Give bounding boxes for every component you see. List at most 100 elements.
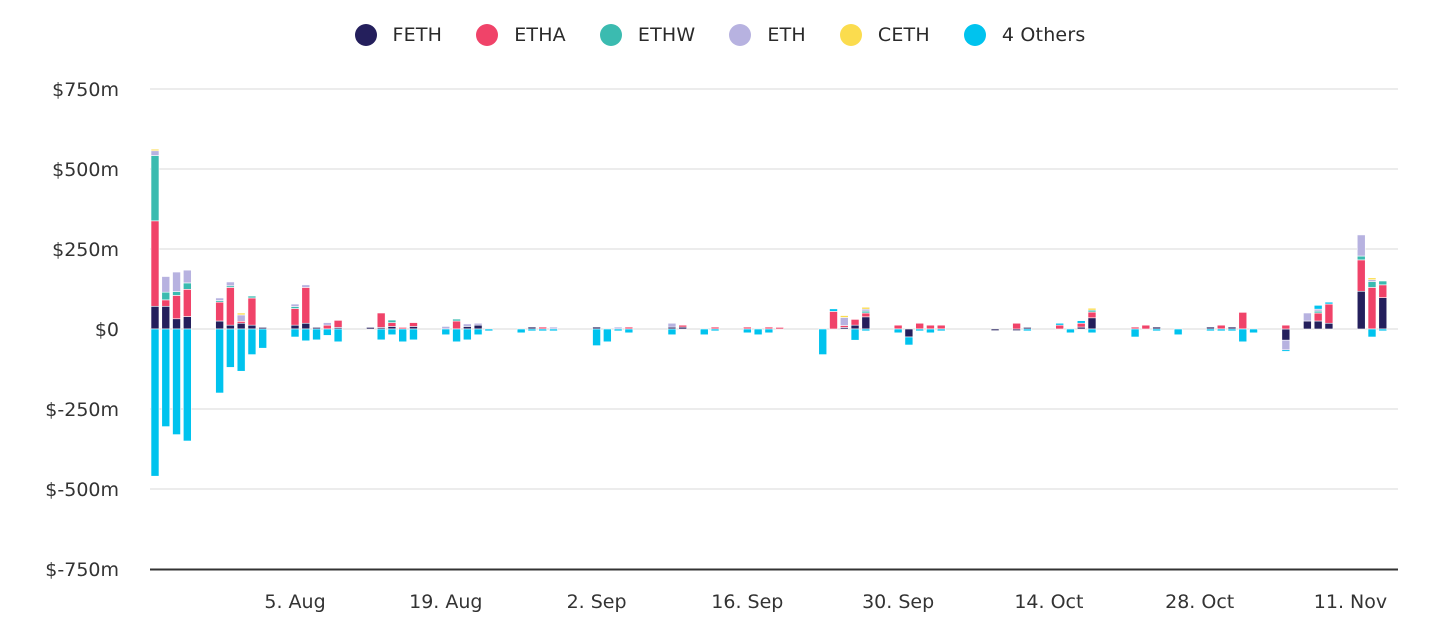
bar-segment-etha[interactable]	[247, 297, 257, 326]
bar-segment-feth[interactable]	[1378, 297, 1388, 330]
bar-segment-feth[interactable]	[150, 305, 160, 330]
bar-stack[interactable]	[915, 322, 924, 332]
bar-stack[interactable]	[409, 322, 418, 341]
bar-segment-eth[interactable]	[1356, 234, 1366, 257]
bar-segment-4-others[interactable]	[624, 328, 634, 334]
bar-segment-eth[interactable]	[183, 269, 192, 284]
bar-segment-etha[interactable]	[915, 322, 924, 330]
bar-stack[interactable]	[161, 276, 171, 427]
bar-stack[interactable]	[926, 324, 935, 334]
bar-stack[interactable]	[398, 327, 408, 343]
bar-stack[interactable]	[1076, 320, 1086, 330]
bar-segment-feth[interactable]	[161, 305, 171, 330]
bar-stack[interactable]	[893, 324, 903, 334]
bar-segment-feth[interactable]	[215, 320, 224, 330]
bar-segment-etha[interactable]	[893, 324, 903, 330]
bar-segment-4-others[interactable]	[1367, 328, 1377, 338]
bar-segment-feth[interactable]	[1356, 290, 1366, 330]
bar-segment-4-others[interactable]	[226, 328, 235, 368]
bar-segment-eth[interactable]	[161, 276, 171, 293]
bar-segment-4-others[interactable]	[904, 336, 914, 346]
bar-segment-ethw[interactable]	[1367, 281, 1377, 288]
bar-stack[interactable]	[516, 328, 526, 334]
legend-item-ceth[interactable]: CETH	[839, 24, 930, 46]
bar-segment-ethw[interactable]	[150, 155, 160, 222]
bar-segment-feth[interactable]	[463, 326, 472, 330]
bar-segment-etha[interactable]	[1238, 312, 1248, 330]
bar-stack[interactable]	[1173, 328, 1183, 336]
bar-segment-etha[interactable]	[290, 308, 300, 326]
bar-segment-ethw[interactable]	[161, 291, 171, 301]
bar-segment-4-others[interactable]	[592, 328, 601, 346]
bar-segment-feth[interactable]	[1303, 320, 1312, 330]
bar-segment-etha[interactable]	[1324, 303, 1334, 324]
bar-stack[interactable]	[829, 308, 838, 330]
bar-stack[interactable]	[1249, 328, 1258, 334]
bar-segment-4-others[interactable]	[247, 328, 257, 355]
bar-segment-4-others[interactable]	[850, 328, 860, 341]
bar-segment-4-others[interactable]	[743, 328, 752, 334]
bar-segment-feth[interactable]	[301, 322, 311, 330]
bar-segment-4-others[interactable]	[1076, 320, 1086, 324]
bar-segment-etha[interactable]	[1087, 311, 1097, 319]
bar-segment-ceth[interactable]	[236, 312, 246, 316]
bar-stack[interactable]	[172, 271, 181, 435]
bar-stack[interactable]	[441, 326, 451, 336]
bar-segment-4-others[interactable]	[603, 328, 612, 343]
bar-stack[interactable]	[387, 319, 397, 336]
bar-stack[interactable]	[290, 303, 300, 338]
bar-stack[interactable]	[592, 326, 601, 346]
bar-segment-etha[interactable]	[387, 322, 397, 327]
bar-segment-eth[interactable]	[226, 281, 235, 287]
bar-stack[interactable]	[624, 326, 634, 334]
bar-segment-eth[interactable]	[172, 271, 181, 292]
bar-segment-etha[interactable]	[452, 320, 461, 330]
bar-segment-4-others[interactable]	[484, 328, 494, 332]
bar-segment-etha[interactable]	[150, 220, 160, 307]
bar-segment-4-others[interactable]	[549, 328, 558, 332]
bar-segment-ethw[interactable]	[387, 319, 397, 323]
bar-segment-ceth[interactable]	[861, 306, 871, 310]
bar-segment-4-others[interactable]	[215, 328, 224, 394]
bar-segment-4-others[interactable]	[893, 328, 903, 334]
bar-segment-etha[interactable]	[775, 327, 784, 330]
bar-stack[interactable]	[1313, 305, 1323, 330]
bar-segment-4-others[interactable]	[473, 328, 483, 336]
bar-segment-feth[interactable]	[183, 316, 192, 330]
bar-segment-4-others[interactable]	[915, 328, 924, 332]
bar-segment-etha[interactable]	[226, 287, 235, 326]
bar-segment-4-others[interactable]	[1087, 328, 1097, 334]
bar-segment-4-others[interactable]	[1055, 322, 1064, 326]
bar-segment-ethw[interactable]	[247, 295, 257, 299]
bar-stack[interactable]	[323, 322, 332, 336]
bar-segment-etha[interactable]	[376, 312, 386, 328]
bar-stack[interactable]	[1055, 322, 1064, 330]
bar-segment-4-others[interactable]	[1066, 328, 1075, 334]
bar-stack[interactable]	[1324, 301, 1334, 330]
bar-stack[interactable]	[247, 295, 257, 355]
bar-segment-4-others[interactable]	[150, 328, 160, 477]
bar-segment-etha[interactable]	[1356, 259, 1366, 292]
bar-stack[interactable]	[312, 327, 321, 341]
bar-segment-ceth[interactable]	[839, 315, 849, 318]
bar-segment-4-others[interactable]	[527, 328, 537, 332]
bar-stack[interactable]	[301, 284, 311, 342]
bar-segment-etha[interactable]	[1055, 324, 1064, 330]
bar-segment-ethw[interactable]	[452, 318, 461, 322]
bar-segment-feth[interactable]	[473, 324, 483, 330]
bar-segment-feth[interactable]	[1324, 322, 1334, 330]
bar-stack[interactable]	[1367, 277, 1377, 338]
bar-segment-feth[interactable]	[387, 326, 397, 330]
bar-segment-ceth[interactable]	[1367, 277, 1377, 281]
bar-segment-feth[interactable]	[1313, 320, 1323, 330]
bar-stack[interactable]	[538, 326, 548, 332]
bar-segment-eth[interactable]	[839, 317, 849, 326]
bar-stack[interactable]	[236, 312, 246, 372]
bar-stack[interactable]	[699, 328, 709, 336]
bar-stack[interactable]	[1281, 324, 1291, 352]
bar-segment-4-others[interactable]	[333, 328, 343, 343]
legend-item-feth[interactable]: FETH	[354, 24, 443, 46]
bar-segment-4-others[interactable]	[463, 328, 472, 341]
bar-stack[interactable]	[258, 327, 268, 349]
bar-stack[interactable]	[1087, 307, 1097, 334]
